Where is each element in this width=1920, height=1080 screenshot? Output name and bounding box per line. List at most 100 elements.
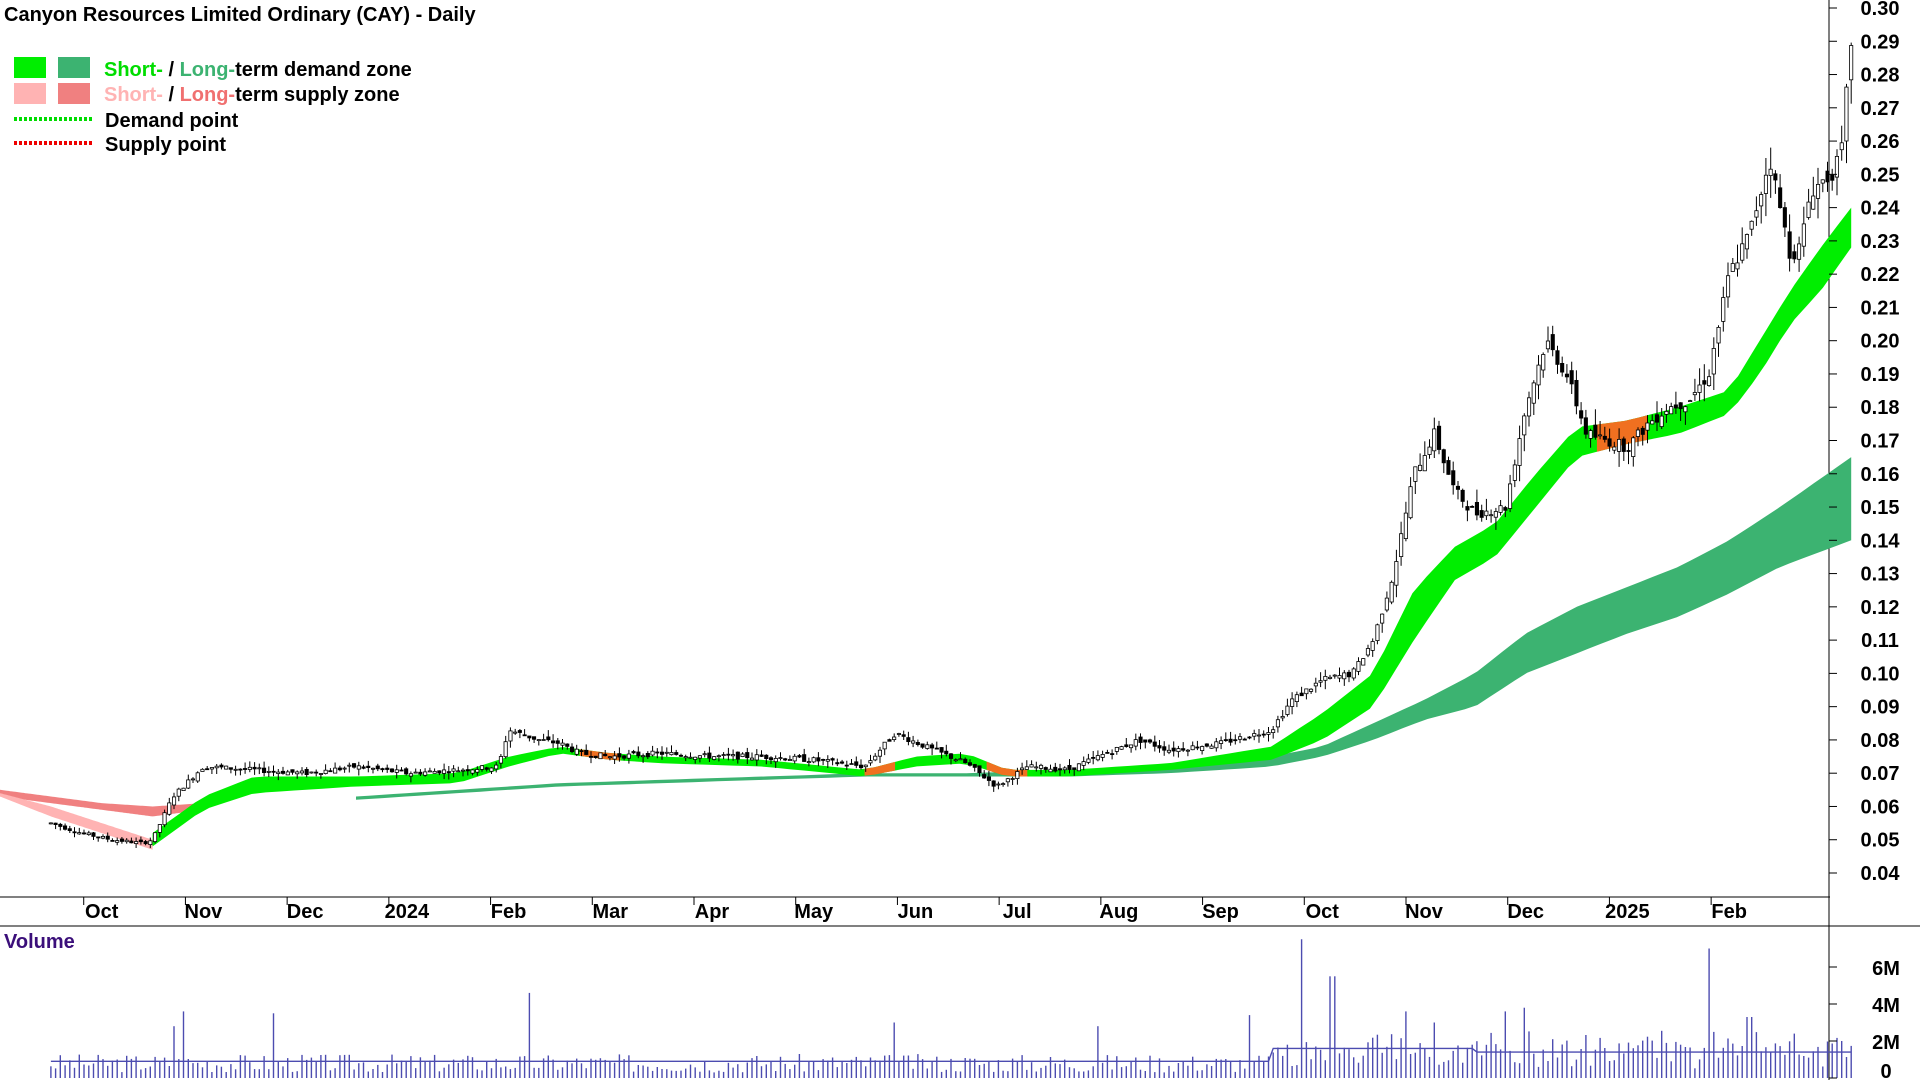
candle-body — [375, 765, 380, 770]
candle-body — [1522, 415, 1527, 436]
candle-body — [949, 753, 954, 759]
candle-body — [759, 754, 764, 757]
short-term-demand-zone — [152, 207, 1852, 847]
candle-body — [186, 779, 191, 789]
candle-body — [1707, 376, 1712, 387]
candle-body — [1346, 671, 1352, 678]
candle-body — [712, 756, 717, 760]
volume-axis: 6M 4M 2M 0 — [1829, 958, 1900, 1080]
candle-body — [1072, 767, 1077, 770]
candle-body — [333, 767, 338, 774]
candle-body — [1763, 174, 1769, 194]
candle-body — [342, 767, 347, 770]
candle-body — [1820, 179, 1825, 184]
candle-body — [806, 761, 811, 763]
legend-demand-zone-label: Short- / Long-term demand zone — [104, 59, 412, 81]
candle-body — [1384, 597, 1389, 611]
candle-body — [252, 766, 257, 770]
candle-body — [1304, 688, 1309, 695]
candle-body — [1119, 746, 1124, 750]
candle-body — [1228, 738, 1233, 743]
candle-body — [1489, 514, 1494, 517]
short-term-supply-zone — [0, 793, 153, 850]
candle-body — [802, 754, 807, 762]
candle-body — [1787, 231, 1792, 259]
y-tick-label: 0.18 — [1861, 397, 1900, 419]
candle-body — [664, 751, 669, 754]
candle-body — [418, 771, 423, 775]
candle-body — [1152, 741, 1157, 747]
y-tick-label: 0.25 — [1861, 164, 1900, 186]
candle-body — [1081, 761, 1086, 766]
candle-body — [702, 753, 707, 756]
candle-body — [176, 788, 181, 797]
candle-body — [503, 741, 508, 758]
candle-body — [764, 754, 769, 760]
candle-body — [1607, 438, 1612, 447]
candle-body — [328, 770, 333, 773]
candle-body — [570, 746, 575, 752]
candle-body — [1029, 764, 1034, 768]
candle-body — [157, 824, 162, 833]
candle-body — [1730, 263, 1735, 272]
x-tick-label: Oct — [85, 901, 119, 923]
candle-body — [465, 769, 470, 772]
candle-body — [224, 765, 229, 770]
candle-body — [205, 768, 210, 771]
candle-body — [1294, 694, 1299, 703]
candle-body — [86, 832, 91, 836]
candle-body — [1124, 744, 1129, 747]
x-tick-label: Feb — [1711, 901, 1747, 923]
candle-body — [1441, 449, 1446, 464]
candle-body — [816, 757, 821, 762]
legend-swatch-long-demand — [58, 57, 90, 78]
candle-body — [1792, 251, 1797, 260]
candle-body — [1768, 168, 1773, 176]
y-tick-label: 0.13 — [1861, 564, 1900, 586]
candle-body — [1583, 417, 1588, 435]
candle-body — [1437, 425, 1442, 450]
x-tick-label: Jun — [898, 901, 934, 923]
candle-body — [768, 757, 773, 761]
candle-body — [399, 769, 404, 772]
candle-body — [181, 787, 186, 792]
candle-body — [513, 731, 518, 734]
x-tick-label: Jul — [1003, 901, 1032, 923]
candle-body — [977, 765, 982, 774]
candle-body — [982, 774, 987, 779]
candle-body — [233, 768, 238, 771]
candle-body — [1711, 347, 1716, 375]
candle-body — [1588, 430, 1593, 439]
candle-body — [825, 759, 830, 762]
candle-body — [72, 831, 77, 834]
candle-body — [1157, 745, 1162, 749]
candle-body — [1527, 397, 1532, 417]
candle-body — [423, 771, 428, 776]
y-tick-label: 0.10 — [1861, 663, 1900, 685]
candle-body — [1190, 745, 1195, 751]
candle-body — [82, 832, 87, 835]
candle-body — [930, 744, 935, 749]
candle-body — [1370, 641, 1375, 651]
candle-body — [1593, 424, 1598, 438]
candle-body — [1280, 716, 1285, 719]
candle-body — [1816, 183, 1821, 199]
candle-body — [1797, 243, 1802, 260]
candle-body — [1754, 210, 1759, 218]
candle-body — [958, 758, 963, 761]
x-tick-label: May — [794, 901, 834, 923]
candle-body — [1825, 170, 1830, 183]
candle-body — [1498, 505, 1503, 513]
candle-body — [1726, 275, 1731, 298]
candle-body — [347, 764, 352, 767]
candle-body — [972, 764, 977, 768]
volume-bars — [50, 939, 1852, 1078]
candle-body — [1531, 382, 1536, 404]
y-tick-label: 0.09 — [1861, 697, 1900, 719]
x-tick-label: Oct — [1306, 901, 1340, 923]
candle-body — [238, 768, 243, 771]
candle-body — [1166, 749, 1172, 753]
candle-body — [1399, 533, 1404, 558]
candle-body — [1759, 194, 1764, 207]
candle-body — [1342, 672, 1347, 680]
